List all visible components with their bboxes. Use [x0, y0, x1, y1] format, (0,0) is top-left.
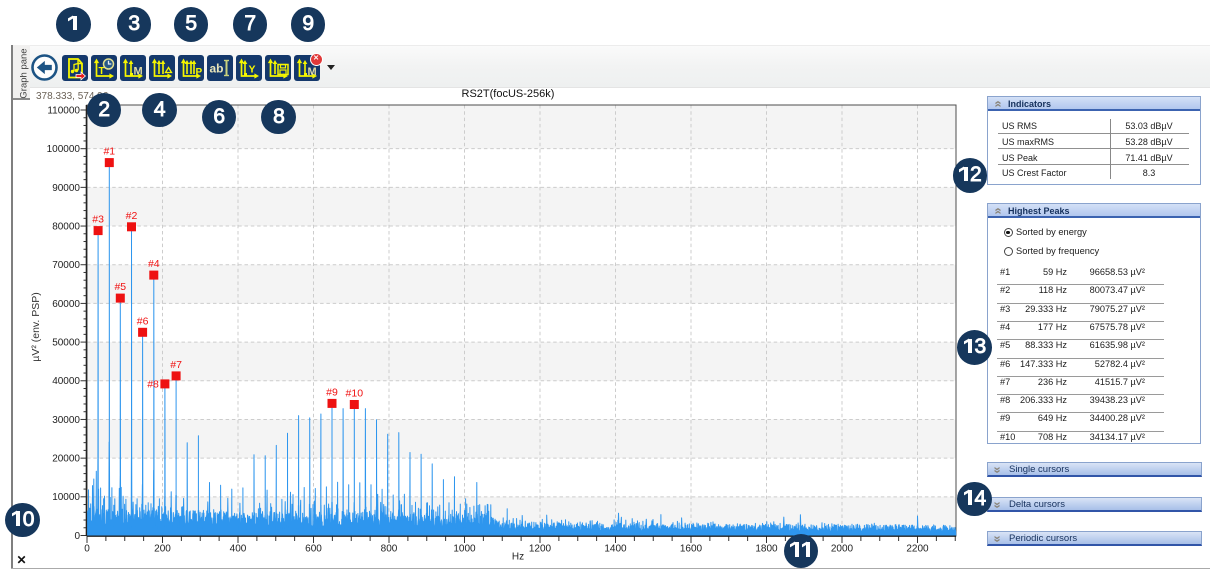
- svg-text:#9: #9: [326, 386, 338, 398]
- svg-text:90000: 90000: [52, 183, 80, 194]
- svg-text:#6: #6: [137, 315, 149, 327]
- svg-text:P: P: [195, 67, 202, 78]
- svg-text:1000: 1000: [453, 544, 476, 555]
- svg-text:110000: 110000: [47, 105, 80, 116]
- svg-text:70000: 70000: [52, 260, 80, 271]
- svg-text:50000: 50000: [52, 337, 80, 348]
- svg-text:#3: #3: [92, 214, 104, 226]
- svg-text:Y: Y: [248, 63, 255, 75]
- svg-text:Hz: Hz: [512, 552, 524, 563]
- svg-text:1600: 1600: [680, 544, 703, 555]
- svg-text:ab: ab: [209, 61, 223, 75]
- svg-text:80000: 80000: [52, 221, 80, 232]
- svg-text:0: 0: [74, 531, 80, 542]
- svg-text:200: 200: [154, 544, 171, 555]
- svg-text:800: 800: [381, 544, 398, 555]
- svg-text:30000: 30000: [52, 415, 80, 426]
- svg-text:60000: 60000: [52, 299, 80, 310]
- svg-text:2000: 2000: [831, 544, 854, 555]
- svg-text:#8: #8: [147, 378, 159, 390]
- svg-text:T: T: [98, 66, 104, 77]
- svg-text:RS2T(focUS-256k): RS2T(focUS-256k): [462, 88, 555, 100]
- svg-text:1800: 1800: [755, 544, 778, 555]
- svg-text:M: M: [133, 65, 142, 77]
- svg-text:600: 600: [305, 544, 322, 555]
- svg-text:400: 400: [230, 544, 247, 555]
- svg-text:#5: #5: [114, 281, 126, 293]
- svg-text:1200: 1200: [529, 544, 552, 555]
- svg-text:#1: #1: [103, 146, 115, 158]
- svg-text:40000: 40000: [52, 376, 80, 387]
- svg-text:#7: #7: [170, 359, 182, 371]
- svg-text:µV² (env. PSP): µV² (env. PSP): [30, 292, 42, 361]
- svg-text:20000: 20000: [52, 454, 80, 465]
- svg-text:#4: #4: [148, 258, 160, 270]
- svg-text:100000: 100000: [47, 144, 81, 155]
- svg-text:10000: 10000: [52, 492, 80, 503]
- svg-text:#2: #2: [126, 210, 138, 222]
- svg-text:M: M: [307, 66, 316, 78]
- svg-text:0: 0: [84, 544, 90, 555]
- svg-text:378.333, 574,96: 378.333, 574,96: [36, 91, 109, 102]
- svg-text:#10: #10: [346, 388, 364, 400]
- svg-text:1400: 1400: [604, 544, 627, 555]
- svg-text:2200: 2200: [906, 544, 929, 555]
